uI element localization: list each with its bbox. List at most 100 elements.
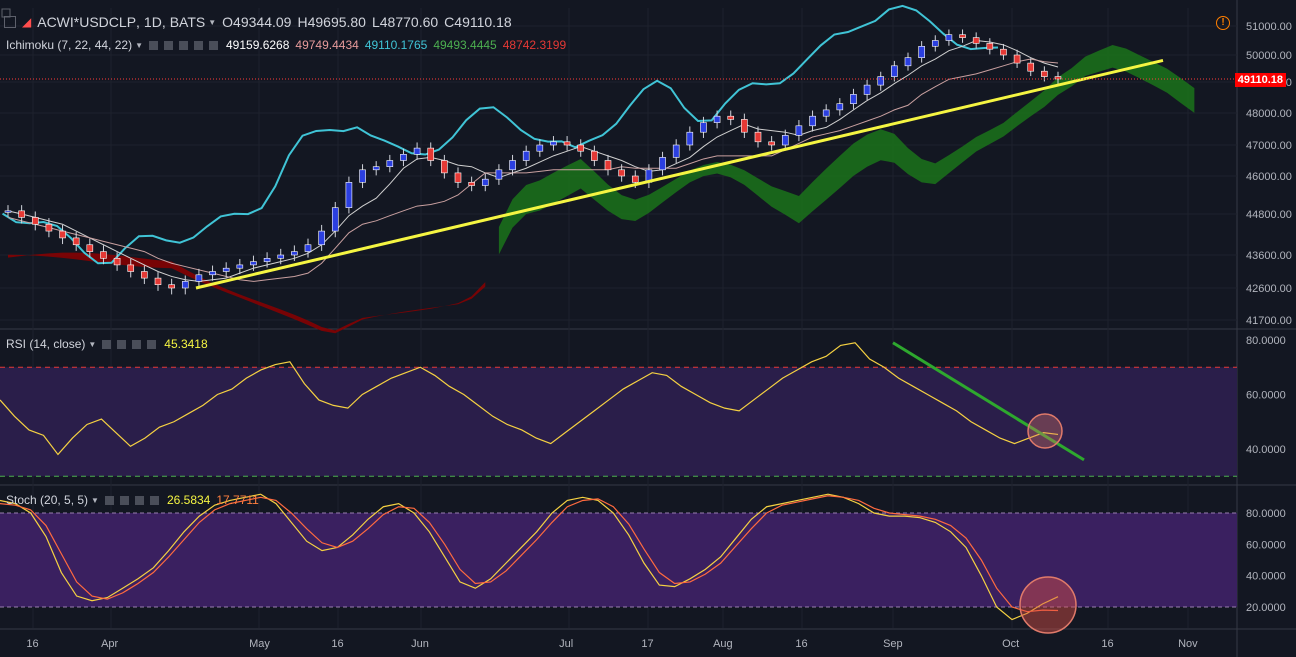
candle bbox=[481, 173, 489, 192]
candle bbox=[168, 278, 175, 295]
candle bbox=[127, 258, 135, 278]
candle bbox=[700, 116, 707, 138]
close-icon[interactable] bbox=[209, 40, 218, 50]
eye-icon[interactable] bbox=[102, 339, 112, 349]
candle-body bbox=[345, 182, 353, 208]
candle bbox=[386, 154, 394, 173]
candle bbox=[509, 154, 516, 176]
time-tick-label: 16 bbox=[1101, 638, 1113, 650]
gear-icon[interactable] bbox=[164, 40, 173, 50]
candle bbox=[781, 129, 789, 151]
candle-body bbox=[550, 141, 557, 146]
price-tick-label: 47000.00 bbox=[1246, 140, 1292, 152]
candle-body bbox=[45, 223, 53, 232]
ichimoku-label[interactable]: Ichimoku (7, 22, 44, 22) bbox=[6, 38, 133, 52]
rsi-tick-label: 40.0000 bbox=[1246, 444, 1286, 456]
time-tick-label: Jun bbox=[411, 638, 429, 650]
candle-body bbox=[659, 157, 666, 171]
candle-body bbox=[86, 244, 94, 252]
ichimoku-cloud-bullish bbox=[498, 45, 1195, 255]
eye-icon[interactable] bbox=[149, 40, 158, 50]
timeframe[interactable]: 1D bbox=[143, 14, 162, 30]
candle bbox=[441, 154, 448, 179]
stoch-k-line bbox=[0, 493, 1059, 621]
candle-body bbox=[31, 217, 39, 225]
gear-icon[interactable] bbox=[119, 495, 129, 505]
candle bbox=[686, 126, 694, 151]
candle bbox=[986, 38, 994, 55]
alert-icon[interactable]: ! bbox=[1216, 16, 1230, 30]
candle-body bbox=[713, 115, 721, 123]
gear-icon[interactable] bbox=[117, 339, 127, 349]
candle bbox=[618, 164, 625, 182]
candle-body bbox=[141, 271, 148, 279]
time-tick-label: 16 bbox=[26, 638, 38, 650]
chevron-down-icon[interactable]: ▼ bbox=[91, 495, 99, 505]
stoch-tick-label: 40.0000 bbox=[1246, 571, 1286, 583]
rsi-tick-label: 80.0000 bbox=[1246, 335, 1286, 347]
candle-body bbox=[400, 154, 407, 161]
candle-body bbox=[372, 166, 380, 171]
candle bbox=[4, 205, 12, 217]
candle-body bbox=[604, 160, 612, 171]
collapse-icon[interactable] bbox=[4, 16, 16, 28]
time-tick-label: 16 bbox=[795, 638, 807, 650]
candle bbox=[18, 205, 25, 224]
candle bbox=[754, 126, 762, 148]
candle-body bbox=[441, 160, 448, 174]
close-icon[interactable] bbox=[147, 339, 157, 349]
candle bbox=[741, 113, 748, 138]
candle bbox=[522, 145, 530, 167]
candle bbox=[604, 154, 612, 176]
close-icon[interactable] bbox=[149, 495, 159, 505]
candle bbox=[345, 176, 353, 214]
time-tick-label: May bbox=[249, 638, 270, 650]
candle bbox=[141, 265, 148, 285]
candle bbox=[359, 164, 366, 189]
candle-body bbox=[536, 144, 544, 152]
chevron-down-icon[interactable]: ▼ bbox=[88, 339, 97, 349]
candle-body bbox=[850, 94, 857, 105]
candle-body bbox=[250, 261, 257, 266]
candle bbox=[250, 255, 257, 271]
chevron-down-icon[interactable]: ▼ bbox=[135, 40, 143, 50]
plus-icon[interactable] bbox=[194, 40, 203, 50]
candle bbox=[31, 211, 39, 231]
time-tick-label: 17 bbox=[641, 638, 653, 650]
candle bbox=[195, 268, 203, 288]
symbol-name[interactable]: ACWI*USDCLP bbox=[37, 14, 137, 30]
plus-icon[interactable] bbox=[134, 495, 144, 505]
candle-body bbox=[891, 65, 898, 77]
price-tick-label: 50000.00 bbox=[1246, 50, 1292, 62]
rsi-label[interactable]: RSI (14, close) bbox=[6, 337, 86, 351]
candle-body bbox=[591, 150, 598, 161]
plus-icon[interactable] bbox=[132, 339, 142, 349]
candle-body bbox=[195, 274, 203, 282]
candle-body bbox=[277, 254, 285, 259]
candle bbox=[550, 136, 557, 151]
chevron-down-icon[interactable]: ▼ bbox=[208, 17, 217, 27]
stoch-legend: Stoch (20, 5, 5) ▼ 26.5834 17.7711 bbox=[6, 493, 265, 507]
candle bbox=[577, 139, 585, 157]
exchange[interactable]: BATS bbox=[169, 14, 206, 30]
candle-body bbox=[291, 251, 298, 256]
candle bbox=[154, 272, 162, 291]
source-icon[interactable] bbox=[179, 40, 188, 50]
candle-body bbox=[686, 131, 694, 146]
stoch-label[interactable]: Stoch (20, 5, 5) bbox=[6, 493, 89, 507]
stoch-d-value: 17.7711 bbox=[216, 493, 259, 507]
candle bbox=[454, 167, 462, 189]
candle-body bbox=[18, 210, 25, 218]
ohlc-high: H49695.80 bbox=[297, 14, 366, 30]
symbol-header: ◢ ACWI*USDCLP, 1D, BATS ▼ O49344.09 H496… bbox=[4, 14, 518, 30]
candle bbox=[809, 110, 816, 132]
candle bbox=[850, 88, 857, 110]
candle-body bbox=[318, 230, 325, 246]
last-price-tag: 49110.18 bbox=[1234, 73, 1286, 87]
candle-body bbox=[1054, 76, 1062, 80]
eye-icon[interactable] bbox=[104, 495, 114, 505]
ohlc-open: O49344.09 bbox=[222, 14, 292, 30]
candle bbox=[877, 71, 885, 91]
candle bbox=[222, 262, 230, 278]
